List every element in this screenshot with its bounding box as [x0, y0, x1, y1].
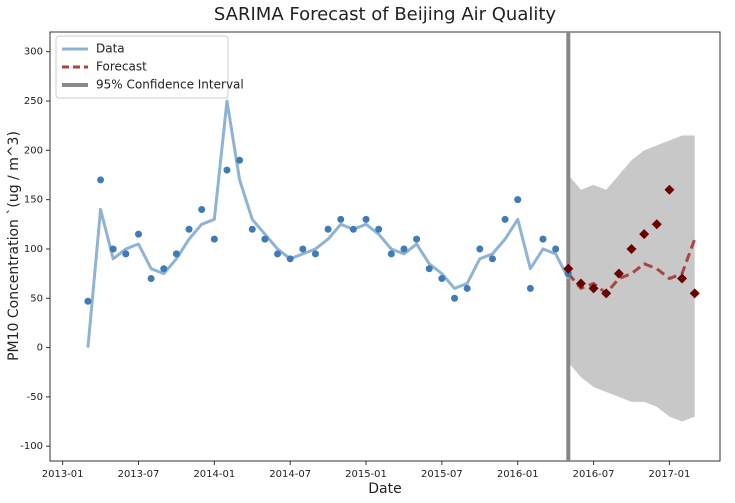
diamond-point	[613, 268, 624, 279]
point	[147, 275, 155, 283]
point	[476, 245, 484, 253]
diamond-point	[664, 184, 675, 195]
diamond-point	[651, 219, 662, 230]
y-tick-label: 200	[24, 145, 43, 156]
diamond-point	[601, 288, 612, 299]
legend-label: 95% Confidence Interval	[96, 78, 244, 92]
y-tick-label: 50	[30, 293, 43, 304]
y-tick-label: 100	[24, 244, 43, 255]
legend-label: Forecast	[96, 60, 147, 74]
point	[84, 297, 92, 305]
point	[387, 250, 395, 258]
point	[349, 225, 357, 233]
confidence-band	[568, 135, 695, 422]
point	[311, 250, 319, 258]
y-tick-label: -50	[27, 392, 43, 403]
x-tick-label: 2014-07	[269, 469, 311, 480]
point	[248, 225, 256, 233]
point	[286, 255, 294, 263]
x-tick-label: 2017-01	[649, 469, 691, 480]
chart-title: SARIMA Forecast of Beijing Air Quality	[214, 4, 556, 25]
x-tick-label: 2013-07	[118, 469, 160, 480]
point	[97, 176, 105, 184]
legend-box	[55, 35, 229, 99]
point	[122, 250, 130, 258]
y-tick-label: 150	[24, 195, 43, 206]
point	[501, 215, 509, 223]
y-tick-label: -100	[20, 441, 43, 452]
point	[337, 215, 345, 223]
point	[400, 245, 408, 253]
point	[488, 255, 496, 263]
point	[463, 284, 471, 292]
y-axis-label: PM10 Concentration `(ug / m^3)	[6, 131, 22, 361]
point	[451, 294, 459, 302]
y-tick-label: 250	[24, 96, 43, 107]
point	[109, 245, 117, 253]
point	[438, 275, 446, 283]
point	[160, 265, 168, 273]
point	[413, 235, 421, 243]
x-tick-label: 2015-07	[421, 469, 463, 480]
x-tick-label: 2016-07	[573, 469, 615, 480]
x-tick-label: 2014-01	[193, 469, 235, 480]
point	[299, 245, 307, 253]
point	[552, 245, 560, 253]
point	[134, 230, 142, 238]
point	[362, 215, 370, 223]
diamond-point	[639, 229, 650, 240]
point	[223, 166, 231, 174]
point	[274, 250, 282, 258]
diamond-point	[588, 283, 599, 294]
point	[210, 235, 218, 243]
x-tick-label: 2016-01	[497, 469, 539, 480]
x-axis-label: Date	[368, 481, 401, 497]
point	[425, 265, 433, 273]
diamond-point	[575, 278, 586, 289]
y-tick-label: 0	[37, 343, 43, 354]
point	[172, 250, 180, 258]
diamond-point	[626, 243, 637, 254]
point	[324, 225, 332, 233]
point	[514, 196, 522, 204]
x-tick-label: 2013-01	[42, 469, 84, 480]
line	[567, 238, 697, 295]
point	[539, 235, 547, 243]
diamond-point	[677, 273, 688, 284]
point	[261, 235, 269, 243]
point	[185, 225, 193, 233]
point	[236, 156, 244, 164]
point	[526, 284, 534, 292]
diamond-point	[689, 288, 700, 299]
line	[86, 99, 570, 348]
y-tick-label: 300	[24, 47, 43, 58]
point	[198, 206, 206, 214]
x-tick-label: 2015-01	[345, 469, 387, 480]
diamond-point	[563, 263, 574, 274]
legend-label: Data	[96, 42, 125, 56]
point	[375, 225, 383, 233]
